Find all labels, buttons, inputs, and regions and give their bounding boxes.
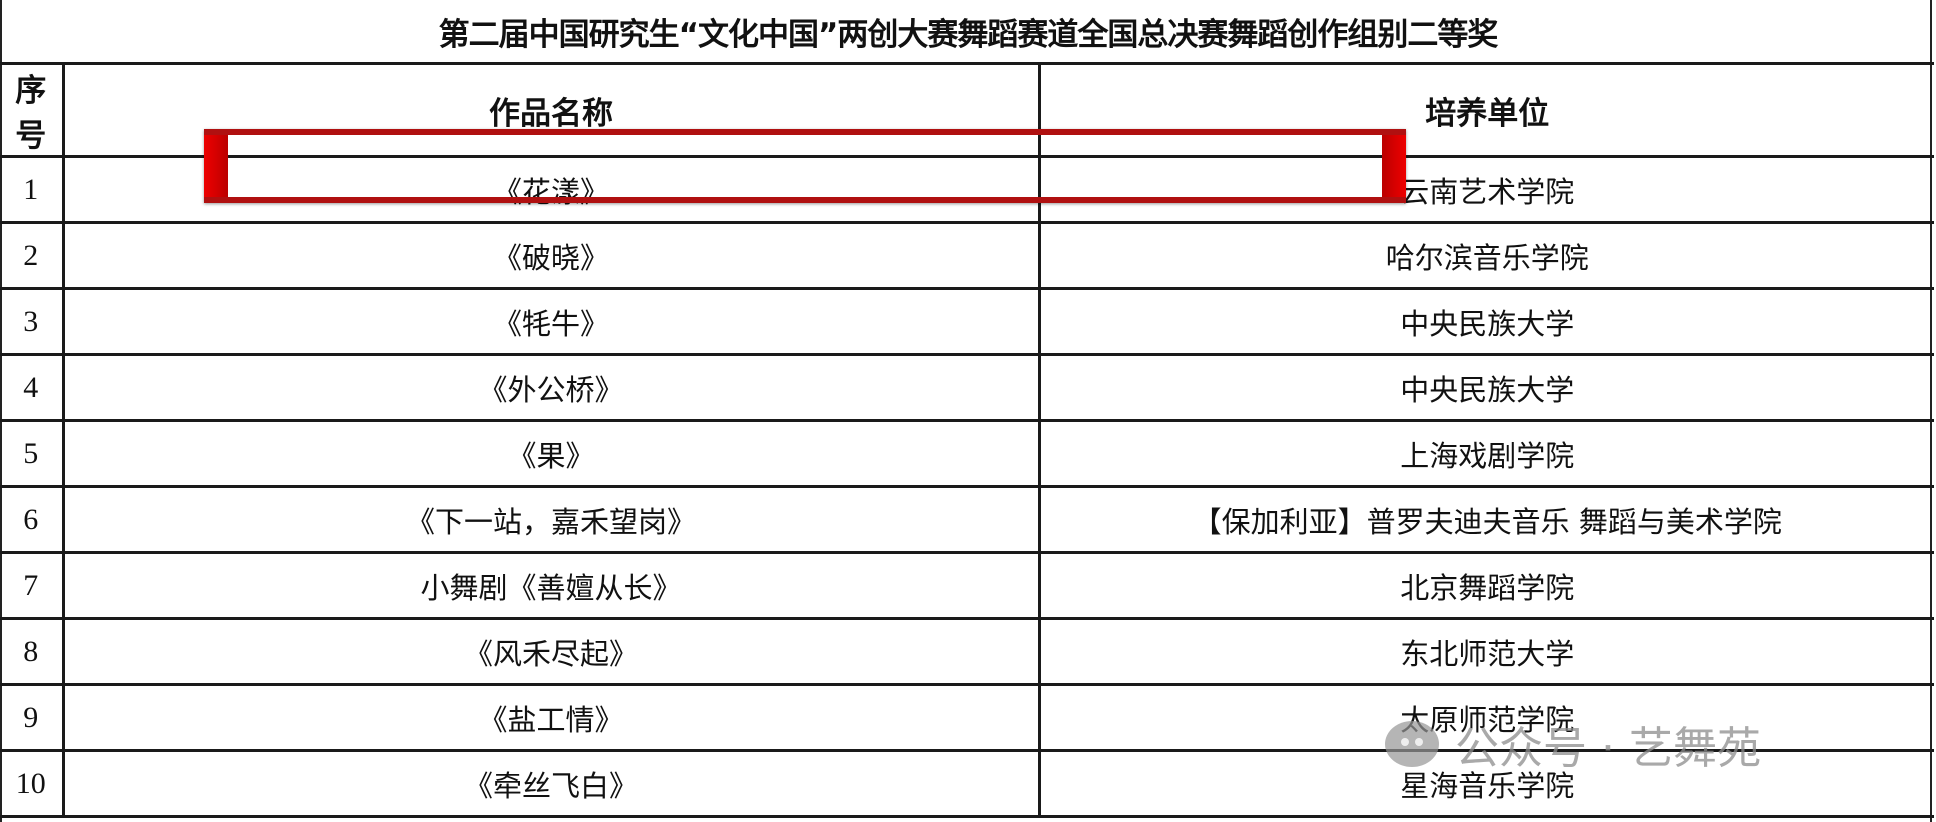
page-title: 第二届中国研究生“文化中国”两创大赛舞蹈赛道全国总决赛舞蹈创作组别二等奖 <box>438 16 1499 53</box>
training-unit: 上海戏剧学院 <box>1037 419 1934 488</box>
table-row: 1 《花漾》 云南艺术学院 <box>0 155 1934 224</box>
table-row: 8 《风禾尽起》 东北师范大学 <box>0 617 1934 686</box>
row-number: 7 <box>0 551 65 620</box>
row-number: 3 <box>0 287 65 356</box>
work-name: 《果》 <box>61 419 1041 488</box>
table-row: 5 《果》 上海戏剧学院 <box>0 419 1934 488</box>
row-number: 10 <box>0 749 65 818</box>
training-unit: 太原师范学院 <box>1037 683 1934 752</box>
awards-table: 序号 作品名称 培养单位 1 《花漾》 云南艺术学院 2 《破晓》 哈尔滨音乐学院 3 《牦牛… <box>0 62 1934 818</box>
header-number: 序号 <box>0 62 65 158</box>
work-name: 《外公桥》 <box>61 353 1041 422</box>
training-unit: 东北师范大学 <box>1037 617 1934 686</box>
training-unit: 云南艺术学院 <box>1037 155 1934 224</box>
table-row: 4 《外公桥》 中央民族大学 <box>0 353 1934 422</box>
row-number: 2 <box>0 221 65 290</box>
training-unit: 【保加利亚】普罗夫迪夫音乐 舞蹈与美术学院 <box>1037 485 1934 554</box>
work-name: 《盐工情》 <box>61 683 1041 752</box>
work-name: 小舞剧《善嬗从长》 <box>61 551 1041 620</box>
work-name: 《牦牛》 <box>61 287 1041 356</box>
header-work-name: 作品名称 <box>61 62 1041 158</box>
table-header-row: 序号 作品名称 培养单位 <box>0 62 1934 158</box>
table-row: 6 《下一站，嘉禾望岗》 【保加利亚】普罗夫迪夫音乐 舞蹈与美术学院 <box>0 485 1934 554</box>
row-number: 4 <box>0 353 65 422</box>
training-unit: 中央民族大学 <box>1037 287 1934 356</box>
training-unit: 中央民族大学 <box>1037 353 1934 422</box>
training-unit: 星海音乐学院 <box>1037 749 1934 818</box>
table-row: 10 《牵丝飞白》 星海音乐学院 <box>0 749 1934 818</box>
work-name: 《破晓》 <box>61 221 1041 290</box>
work-name: 《牵丝飞白》 <box>61 749 1041 818</box>
row-number: 8 <box>0 617 65 686</box>
row-number: 9 <box>0 683 65 752</box>
row-number: 6 <box>0 485 65 554</box>
row-number: 1 <box>0 155 65 224</box>
table-row: 2 《破晓》 哈尔滨音乐学院 <box>0 221 1934 290</box>
row-number: 5 <box>0 419 65 488</box>
work-name: 《风禾尽起》 <box>61 617 1041 686</box>
training-unit: 哈尔滨音乐学院 <box>1037 221 1934 290</box>
table-row: 3 《牦牛》 中央民族大学 <box>0 287 1934 356</box>
work-name: 《下一站，嘉禾望岗》 <box>61 485 1041 554</box>
table-row: 9 《盐工情》 太原师范学院 <box>0 683 1934 752</box>
training-unit: 北京舞蹈学院 <box>1037 551 1934 620</box>
header-unit: 培养单位 <box>1037 62 1934 158</box>
work-name: 《花漾》 <box>61 155 1041 224</box>
table-row: 7 小舞剧《善嬗从长》 北京舞蹈学院 <box>0 551 1934 620</box>
